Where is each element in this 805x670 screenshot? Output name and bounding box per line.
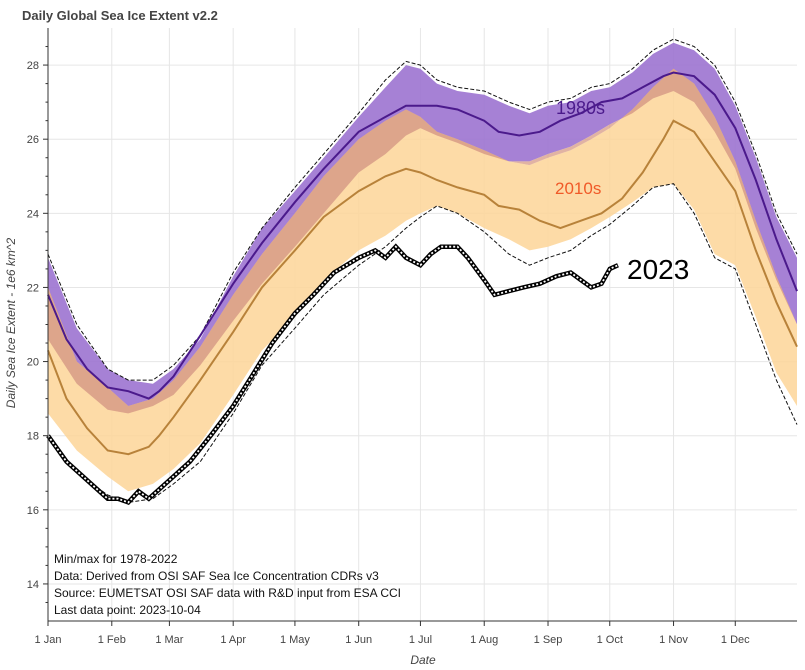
annotation-block: Min/max for 1978-2022 Data: Derived from… [54,552,401,617]
chart-title: Daily Global Sea Ice Extent v2.2 [22,8,218,23]
line-2010s [47,119,798,456]
x-axis-label: Date [410,653,436,667]
band-2010s [48,68,797,492]
x-tick-label: 1 Sep [534,634,563,646]
series-lines [46,38,798,506]
y-tick-label: 18 [27,431,39,443]
x-tick-label: 1 Jul [409,634,432,646]
line-2023 [47,245,619,504]
band-1980s [48,42,797,414]
label-1980s: 1980s [556,98,605,118]
x-tick-label: 1 Oct [597,634,623,646]
y-tick-label: 16 [27,505,39,517]
x-tick-label: 1 Dec [721,634,750,646]
y-tick-label: 20 [27,357,39,369]
x-tick-label: 1 Mar [155,634,183,646]
x-tick-label: 1 Jun [345,634,372,646]
axes: 14 16 18 20 22 24 26 28 1 Jan 1 Feb 1 Mar 1 Apr 1 Ma… [27,28,797,646]
x-tick-label: 1 Aug [470,634,498,646]
label-2023: 2023 [627,254,689,285]
label-2010s: 2010s [555,179,601,198]
line-max [47,38,798,381]
y-tick-label: 14 [27,579,39,591]
x-tick-label: 1 Apr [220,634,246,646]
y-axis-label: Daily Sea Ice Extent - 1e6 km^2 [4,237,18,408]
line-1980s [47,71,798,400]
x-tick-label: 1 Feb [98,634,126,646]
bands [48,42,797,492]
x-tick-label: 1 Nov [659,634,688,646]
y-tick-label: 24 [27,208,39,220]
annotation-source: Source: EUMETSAT OSI SAF data with R&D i… [54,586,401,600]
x-tick-label: 1 Jan [35,634,62,646]
line-min [47,183,798,503]
annotation-data: Data: Derived from OSI SAF Sea Ice Conce… [54,569,379,583]
annotation-minmax: Min/max for 1978-2022 [54,552,178,566]
y-tick-label: 28 [27,60,39,72]
annotation-last-point: Last data point: 2023-10-04 [54,603,201,617]
y-tick-label: 22 [27,282,39,294]
x-tick-label: 1 May [280,634,310,646]
y-tick-label: 26 [27,134,39,146]
